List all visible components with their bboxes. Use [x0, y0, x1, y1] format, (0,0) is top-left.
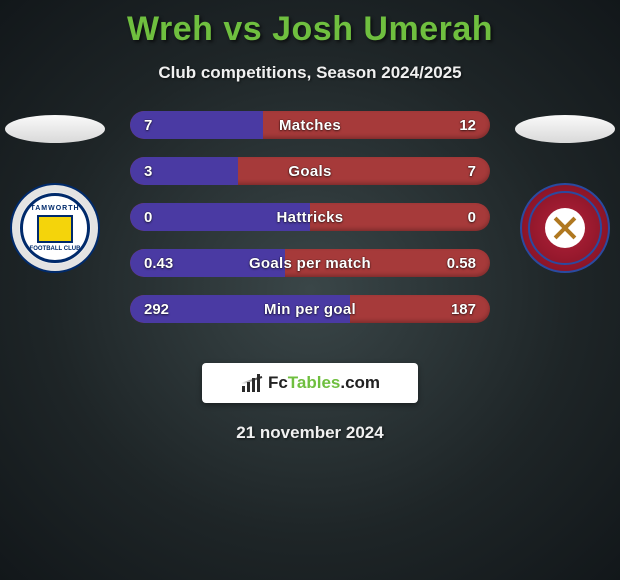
player-right-photo	[515, 115, 615, 143]
stats-area: TAMWORTH FOOTBALL CLUB 712Matches 37Goals…	[0, 111, 620, 341]
club-left-name-top: TAMWORTH	[30, 205, 79, 212]
player-right-column	[510, 111, 620, 341]
stat-row: 37Goals	[130, 157, 490, 185]
stat-label: Min per goal	[130, 295, 490, 323]
brand-chart-icon	[240, 374, 262, 392]
page-title: Wreh vs Josh Umerah	[0, 0, 620, 49]
club-left-crest: TAMWORTH FOOTBALL CLUB	[10, 183, 100, 273]
stat-row: 00Hattricks	[130, 203, 490, 231]
player-left-column: TAMWORTH FOOTBALL CLUB	[0, 111, 110, 341]
hammers-icon	[550, 213, 580, 243]
vs-text: vs	[223, 10, 262, 48]
player-right-name: Josh Umerah	[272, 10, 493, 48]
subtitle: Club competitions, Season 2024/2025	[0, 63, 620, 83]
brand-text: FcTables.com	[268, 373, 380, 393]
stat-row: 0.430.58Goals per match	[130, 249, 490, 277]
stat-label: Goals	[130, 157, 490, 185]
club-right-crest	[520, 183, 610, 273]
stat-label: Matches	[130, 111, 490, 139]
stat-bars: 712Matches 37Goals 00Hattricks 0.430.58Goal…	[130, 111, 490, 323]
player-left-photo	[5, 115, 105, 143]
stat-label: Goals per match	[130, 249, 490, 277]
stat-row: 712Matches	[130, 111, 490, 139]
brand-suffix: .com	[340, 373, 380, 392]
club-right-crest-inner	[528, 191, 602, 265]
club-left-shield-icon	[37, 215, 73, 243]
stat-label: Hattricks	[130, 203, 490, 231]
date-text: 21 november 2024	[0, 423, 620, 443]
infographic-root: Wreh vs Josh Umerah Club competitions, S…	[0, 0, 620, 580]
brand-box[interactable]: FcTables.com	[202, 363, 418, 403]
brand-left: Fc	[268, 373, 288, 392]
stat-row: 292187Min per goal	[130, 295, 490, 323]
club-right-center-icon	[545, 208, 585, 248]
player-left-name: Wreh	[127, 10, 213, 48]
brand-right: Tables	[288, 373, 341, 392]
club-left-crest-inner: TAMWORTH FOOTBALL CLUB	[20, 193, 90, 263]
club-left-name-bottom: FOOTBALL CLUB	[30, 246, 81, 252]
